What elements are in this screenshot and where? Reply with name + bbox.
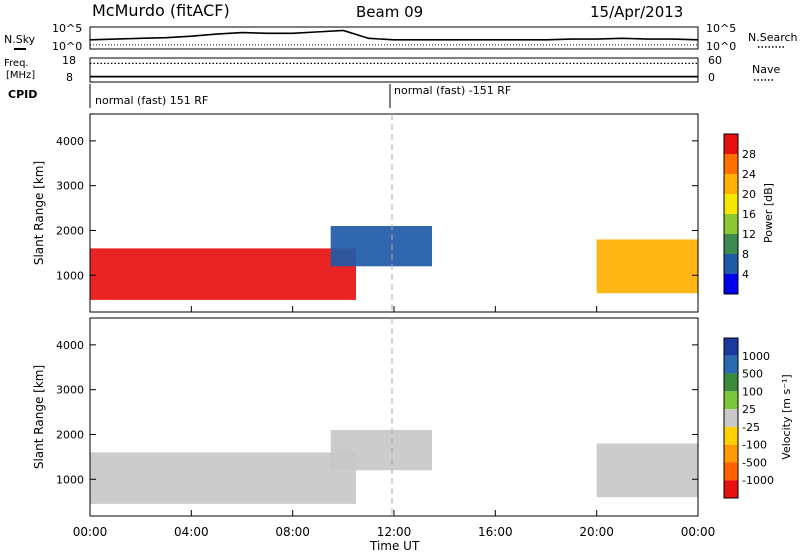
x-tick-label: 04:00 xyxy=(174,525,209,539)
colorbar-swatch xyxy=(724,154,738,174)
nsky-panel: N.Sky 10^5 10^0 10^5 10^0 N.Search xyxy=(4,22,798,53)
power-data-layer xyxy=(90,225,698,300)
velocity-y-ticks: 1000 2000 3000 4000 xyxy=(56,339,698,486)
colorbar-swatch xyxy=(724,274,738,294)
x-tick-label: 00:00 xyxy=(681,525,716,539)
colorbar-frame xyxy=(723,133,739,295)
x-tick-label: 16:00 xyxy=(478,525,513,539)
x-tick-label: 20:00 xyxy=(579,525,614,539)
velocity-data-layer xyxy=(90,429,698,504)
power-ylabel: Slant Range [km] xyxy=(32,161,46,265)
y-tick-label: 1000 xyxy=(56,269,84,282)
velocity-panel: Slant Range [km] 1000 2000 3000 4000 1000 50… xyxy=(32,317,793,517)
freq-panel: Freq. [MHz] 18 8 60 0 Nave xyxy=(4,54,780,84)
data-region-3 xyxy=(596,443,698,498)
beam-title: Beam 09 xyxy=(356,3,423,21)
freq-unit-label: [MHz] xyxy=(6,70,35,81)
nsky-tick-low: 10^0 xyxy=(52,40,82,53)
cpid-segment-1: normal (fast) 151 RF xyxy=(95,94,208,107)
cpid-panel: CPID normal (fast) 151 RF normal (fast) … xyxy=(8,84,511,108)
y-tick-label: 3000 xyxy=(56,384,84,397)
colorbar-swatch xyxy=(724,214,738,234)
colorbar-tick-label: -25 xyxy=(742,421,760,434)
x-tick-label: 12:00 xyxy=(377,525,412,539)
station-title: McMurdo (fitACF) xyxy=(92,1,230,20)
colorbar-tick-label: 20 xyxy=(742,188,756,201)
freq-frame xyxy=(89,57,699,83)
y-tick-label: 1000 xyxy=(56,473,84,486)
colorbar-swatch xyxy=(724,254,738,274)
velocity-colorbar: 1000 500 100 25 -25 -100 -500 -1000 xyxy=(723,337,774,499)
data-region-2 xyxy=(330,225,432,267)
power-colorbar-label: Power [dB] xyxy=(762,183,775,243)
y-tick-label: 3000 xyxy=(56,180,84,193)
data-region-1 xyxy=(90,452,356,504)
nsearch-tick-high: 10^5 xyxy=(706,22,736,35)
colorbar-tick-label: 24 xyxy=(742,168,756,181)
colorbar-swatch xyxy=(724,355,738,374)
nsky-frame xyxy=(89,26,699,50)
colorbar-frame xyxy=(723,337,739,499)
colorbar-swatch xyxy=(724,480,738,498)
nave-tick-low: 0 xyxy=(708,71,715,84)
y-tick-label: 2000 xyxy=(56,428,84,441)
nave-label: Nave xyxy=(752,63,780,76)
colorbar-swatch xyxy=(724,134,738,154)
cpid-label: CPID xyxy=(8,88,37,101)
colorbar-swatch xyxy=(724,391,738,410)
nave-tick-high: 60 xyxy=(708,54,722,67)
x-tick-label: 08:00 xyxy=(275,525,310,539)
freq-tick-high: 18 xyxy=(62,54,76,67)
colorbar-tick-label: 28 xyxy=(742,148,756,161)
nsky-label: N.Sky xyxy=(4,33,36,46)
time-x-axis: 00:00 04:00 08:00 12:00 16:00 20:00 00:00 xyxy=(73,306,716,539)
data-region-1 xyxy=(90,248,356,300)
colorbar-tick-label: -100 xyxy=(742,439,767,452)
cpid-segment-2: normal (fast) -151 RF xyxy=(394,84,511,97)
colorbar-swatch xyxy=(724,373,738,392)
colorbar-tick-label: 4 xyxy=(742,268,749,281)
colorbar-tick-label: -500 xyxy=(742,456,767,469)
colorbar-tick-label: 8 xyxy=(742,248,749,261)
colorbar-swatch xyxy=(724,234,738,254)
colorbar-swatch xyxy=(724,444,738,463)
velocity-ylabel: Slant Range [km] xyxy=(32,365,46,469)
power-colorbar: 4 8 12 16 20 24 28 xyxy=(723,133,756,295)
colorbar-swatch xyxy=(724,338,738,356)
nsky-series-line xyxy=(89,29,699,41)
colorbar-tick-label: 16 xyxy=(742,208,756,221)
data-region-2 xyxy=(330,429,432,471)
y-tick-label: 2000 xyxy=(56,224,84,237)
power-panel: Slant Range [km] 1000 2000 3000 4000 4 8 12 16… xyxy=(32,113,775,313)
nsearch-label: N.Search xyxy=(748,31,798,44)
colorbar-swatch xyxy=(724,174,738,194)
colorbar-tick-label: 25 xyxy=(742,403,756,416)
colorbar-tick-label: -1000 xyxy=(742,474,774,487)
x-tick-label: 00:00 xyxy=(73,525,108,539)
colorbar-tick-label: 1000 xyxy=(742,350,770,363)
data-region-3 xyxy=(596,239,698,294)
nsky-tick-high: 10^5 xyxy=(52,22,82,35)
colorbar-tick-label: 500 xyxy=(742,368,763,381)
colorbar-swatch xyxy=(724,194,738,214)
power-y-ticks: 1000 2000 3000 4000 xyxy=(56,135,698,282)
colorbar-tick-label: 12 xyxy=(742,228,756,241)
freq-label: Freq. xyxy=(4,58,29,69)
y-tick-label: 4000 xyxy=(56,135,84,148)
colorbar-swatch xyxy=(724,409,738,427)
freq-tick-low: 8 xyxy=(66,71,73,84)
date-title: 15/Apr/2013 xyxy=(590,3,683,21)
velocity-colorbar-label: Velocity [m s⁻¹] xyxy=(780,374,793,459)
y-tick-label: 4000 xyxy=(56,339,84,352)
colorbar-tick-label: 100 xyxy=(742,385,763,398)
colorbar-swatch xyxy=(724,462,738,481)
x-axis-label: Time UT xyxy=(369,539,420,553)
colorbar-swatch xyxy=(724,426,738,445)
nsearch-tick-low: 10^0 xyxy=(706,40,736,53)
